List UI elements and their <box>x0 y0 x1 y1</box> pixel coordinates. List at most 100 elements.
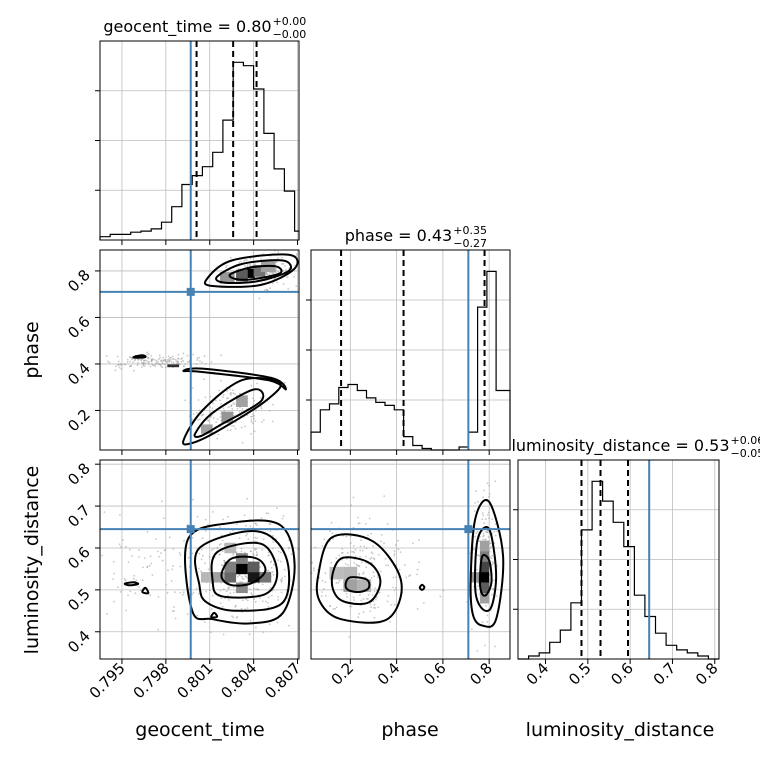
sample-point <box>157 362 159 365</box>
density-cell <box>236 553 248 564</box>
sample-point <box>174 591 176 593</box>
sample-point <box>127 594 129 597</box>
sample-point <box>160 365 163 368</box>
sample-point <box>340 588 343 591</box>
sample-point <box>127 561 130 564</box>
truth-marker-geocent_time_vs_phase <box>186 287 195 296</box>
sample-point <box>271 420 274 423</box>
sample-point <box>313 569 315 572</box>
y-axis-label-luminosity_distance: luminosity_distance <box>21 466 43 655</box>
sample-point <box>324 581 327 584</box>
sample-point <box>209 416 212 418</box>
sample-point <box>412 542 414 545</box>
sample-point <box>375 596 378 599</box>
contour-line <box>123 581 140 587</box>
sample-point <box>112 578 114 580</box>
sample-point <box>204 562 206 565</box>
sample-point <box>362 598 365 600</box>
sample-point <box>361 549 364 552</box>
sample-point <box>371 552 374 555</box>
geocent_time_vs_phase-y-tick-label: 0.6 <box>64 313 94 343</box>
contour-line <box>141 586 150 595</box>
sample-point <box>120 367 123 370</box>
sample-point <box>335 582 338 584</box>
sample-point <box>159 363 162 366</box>
sample-point <box>259 396 262 399</box>
sample-point <box>281 577 284 580</box>
sample-point <box>362 572 364 575</box>
sample-point <box>221 605 224 608</box>
sample-point <box>277 550 280 553</box>
sample-point <box>482 534 485 537</box>
sample-point <box>160 359 163 362</box>
sample-point <box>255 554 258 557</box>
sample-point <box>159 356 161 359</box>
sample-point <box>191 536 194 539</box>
sample-point <box>132 361 135 364</box>
geocent_time_vs_luminosity_distance-y-tick-label: 0.4 <box>64 627 94 657</box>
sample-point <box>118 543 121 546</box>
sample-point <box>362 571 365 574</box>
sample-point <box>218 389 220 392</box>
sample-point <box>164 358 166 361</box>
sample-point <box>365 597 368 600</box>
sample-point <box>269 523 272 525</box>
sample-point <box>337 581 340 584</box>
sample-point <box>384 558 387 560</box>
sample-point <box>146 565 149 568</box>
sample-point <box>295 285 298 287</box>
sample-point <box>255 588 258 590</box>
sample-point <box>124 579 127 582</box>
sample-point <box>135 579 138 582</box>
sample-point <box>250 420 253 423</box>
sample-point <box>365 566 368 568</box>
sample-point <box>244 575 247 578</box>
sample-point <box>262 419 265 421</box>
sample-point <box>249 525 252 528</box>
sample-point <box>212 547 215 550</box>
sample-point <box>442 589 445 592</box>
sample-point <box>191 418 194 421</box>
sample-point <box>348 605 351 608</box>
sample-point <box>268 410 271 412</box>
sample-point <box>252 552 254 555</box>
sample-point <box>393 550 396 552</box>
sample-point <box>483 522 485 525</box>
sample-point <box>476 650 479 652</box>
sample-point <box>369 603 372 605</box>
sample-point <box>187 361 189 363</box>
sample-point <box>373 603 376 606</box>
sample-point <box>210 631 213 634</box>
sample-point <box>178 552 181 554</box>
sample-point <box>173 610 176 612</box>
sample-point <box>267 569 269 572</box>
sample-point <box>244 425 246 428</box>
sample-point <box>352 496 355 499</box>
contour-line <box>132 354 147 359</box>
sample-point <box>184 363 187 366</box>
sample-point <box>245 524 247 527</box>
sample-point <box>358 574 361 576</box>
sample-point <box>275 267 278 270</box>
sample-point <box>357 616 360 619</box>
sample-point <box>268 273 271 276</box>
sample-point <box>390 604 393 606</box>
sample-point <box>219 399 222 402</box>
sample-point <box>477 582 479 584</box>
sample-point <box>137 358 140 361</box>
sample-point <box>162 356 164 359</box>
sample-point <box>140 366 143 368</box>
density-cell <box>219 272 235 284</box>
sample-point <box>200 558 203 561</box>
density-cell <box>479 572 490 583</box>
sample-point <box>149 594 152 597</box>
sample-point <box>236 523 238 526</box>
sample-point <box>246 533 249 535</box>
sample-point <box>112 560 115 563</box>
sample-point <box>404 564 406 567</box>
sample-point <box>372 545 375 548</box>
sample-point <box>225 590 228 593</box>
sample-point <box>175 362 178 365</box>
sample-point <box>119 590 122 593</box>
sample-point <box>196 357 199 359</box>
